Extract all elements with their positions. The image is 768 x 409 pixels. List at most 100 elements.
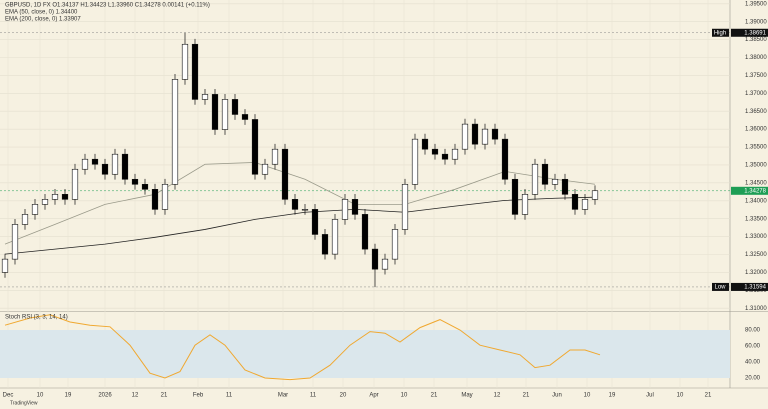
candle-body	[481, 128, 489, 145]
x-tick-label: Jul	[646, 393, 654, 399]
y-tick-label: 1.35500	[745, 145, 767, 151]
candle-body	[581, 199, 589, 210]
candle-body	[191, 43, 199, 100]
y-tick-label: 1.34500	[745, 180, 767, 186]
candle-body	[271, 148, 279, 165]
candle-body	[511, 178, 519, 215]
candle-body	[111, 153, 119, 175]
y-tick-label: 40.00	[745, 360, 761, 366]
candle-body	[121, 153, 129, 180]
y-tick-label: 60.00	[745, 344, 761, 350]
x-tick-label: 20	[340, 393, 347, 399]
candle-body	[91, 158, 99, 165]
candle-body	[311, 209, 319, 235]
candle-body	[541, 163, 549, 185]
candle-body	[391, 229, 399, 260]
candle-body	[151, 189, 159, 210]
candle-body	[51, 194, 59, 200]
y-tick-label: 1.37000	[745, 91, 767, 97]
candle-body	[411, 138, 419, 185]
plot-layer: 1.310001.315001.320001.325001.330001.335…	[0, 0, 768, 399]
footer: TradingView	[10, 400, 38, 406]
x-tick-label: 10	[37, 393, 44, 399]
x-tick-label: Apr	[369, 393, 378, 399]
candle-body	[361, 214, 369, 250]
candle-body	[181, 43, 189, 80]
y-tick-label: 1.38500	[745, 37, 767, 43]
candle-body	[21, 214, 29, 225]
y-tick-label: 1.32500	[745, 252, 767, 258]
candle-body	[281, 148, 289, 200]
y-tick-label: 1.35000	[745, 163, 767, 169]
candle-body	[221, 99, 229, 130]
price-marker-box	[731, 186, 768, 195]
x-tick-label: 10	[401, 393, 408, 399]
candle-body	[131, 178, 139, 185]
y-tick-label: 1.34000	[745, 198, 767, 204]
candle-body	[301, 209, 309, 211]
candle-body	[591, 190, 599, 200]
y-tick-label: 1.39000	[745, 19, 767, 25]
legend-line: GBPUSD, 1D FX O1.34137 H1.34423 L1.33960…	[5, 3, 210, 9]
x-tick-label: Feb	[193, 393, 204, 399]
indicator-band	[0, 330, 730, 378]
indicator-title: Stoch RSI (3, 3, 14, 14)	[5, 315, 68, 321]
candle-body	[351, 199, 359, 215]
x-tick-label: 21	[523, 393, 530, 399]
y-tick-label: 1.31000	[745, 306, 767, 312]
candle-body	[231, 99, 239, 115]
y-tick-label: 1.38000	[745, 55, 767, 61]
candle-body	[101, 163, 109, 175]
x-tick-label: 11	[226, 393, 233, 399]
y-tick-label: 1.33500	[745, 216, 767, 222]
x-tick-label: 19	[609, 393, 616, 399]
x-tick-label: 2026	[98, 393, 112, 399]
price-marker-tag	[712, 28, 729, 37]
candle-body	[451, 148, 459, 160]
candle-body	[551, 178, 559, 185]
x-tick-label: 12	[494, 393, 501, 399]
candle-body	[321, 234, 329, 255]
price-marker-label: High	[714, 30, 726, 36]
y-tick-label: 1.33000	[745, 234, 767, 240]
candle-body	[531, 163, 539, 195]
x-tick-label: 21	[431, 393, 438, 399]
candle-body	[471, 123, 479, 145]
candle-body	[261, 163, 269, 175]
x-tick-label: Jun	[552, 393, 562, 399]
y-tick-label: 1.36500	[745, 109, 767, 115]
candle-body	[521, 194, 529, 215]
x-tick-label: 21	[161, 393, 168, 399]
candle-body	[431, 148, 439, 155]
candle-body	[251, 119, 259, 175]
y-tick-label: 20.00	[745, 376, 761, 382]
x-tick-label: 19	[65, 393, 72, 399]
candle-body	[41, 199, 49, 205]
candle-body	[561, 178, 569, 195]
x-tick-label: 11	[310, 393, 317, 399]
x-tick-label: Mar	[278, 393, 288, 399]
candle-body	[331, 219, 339, 255]
y-tick-label: 1.36000	[745, 127, 767, 133]
candle-body	[71, 168, 79, 200]
legend-line: EMA (50, close, 0) 1.34400	[5, 10, 78, 16]
price-marker-value: 1.34278	[744, 188, 766, 194]
x-tick-label: 10	[584, 393, 591, 399]
candle-body	[1, 258, 9, 273]
y-tick-label: 1.32000	[745, 270, 767, 276]
candle-body	[141, 183, 149, 190]
x-tick-label: Dec	[3, 393, 14, 399]
candle-body	[11, 224, 19, 260]
candle-body	[381, 258, 389, 270]
candle-body	[401, 183, 409, 230]
candle-body	[31, 204, 39, 215]
price-marker-tag	[712, 282, 729, 291]
candle-body	[571, 194, 579, 210]
x-tick-label: May	[461, 393, 472, 399]
y-tick-label: 80.00	[745, 328, 761, 334]
candle-body	[161, 183, 169, 210]
candle-body	[81, 158, 89, 170]
candle-body	[441, 153, 449, 160]
